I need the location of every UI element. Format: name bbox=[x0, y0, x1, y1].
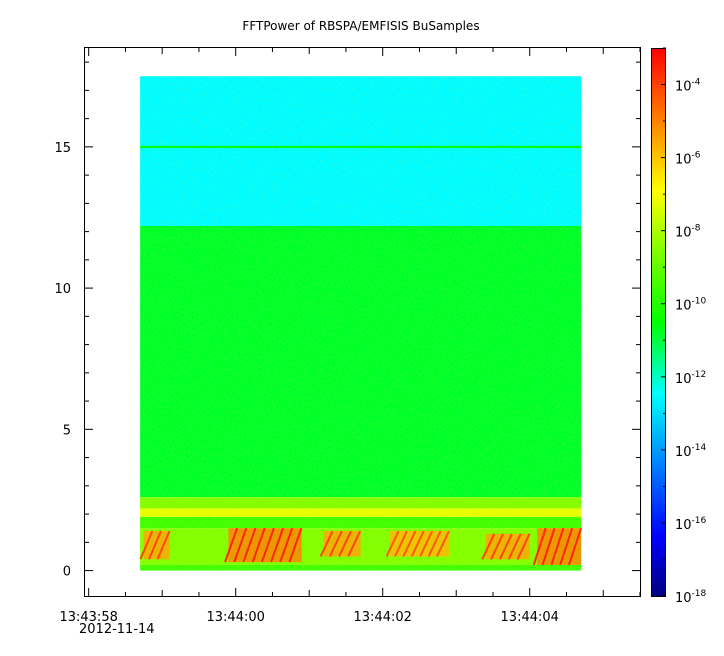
x-tick-label: 13:44:02 bbox=[354, 610, 412, 625]
x-tick-label: 13:44:04 bbox=[501, 610, 559, 625]
y-axis: 0 5 10 15 bbox=[54, 61, 640, 580]
colorbar-tick-label: 10-16 bbox=[675, 516, 707, 533]
colorbar-axis: 10-4 10-6 10-8 10-10 10-12 10-14 10-16 10-18 bbox=[661, 47, 707, 606]
colorbar-tick-label: 10-8 bbox=[675, 224, 701, 241]
y-tick-label: 5 bbox=[63, 423, 71, 438]
colorbar-tick-label: 10-4 bbox=[675, 78, 701, 95]
x-tick-label: 13:44:00 bbox=[207, 610, 265, 625]
x-axis-date-label: 2012-11-14 bbox=[79, 622, 155, 637]
spectrogram-image bbox=[139, 76, 582, 571]
colorbar-tick-label: 10-10 bbox=[675, 297, 707, 314]
colorbar-tick-label: 10-14 bbox=[675, 443, 707, 460]
colorbar-tick-label: 10-12 bbox=[675, 370, 706, 387]
x-axis: 13:43:58 13:44:00 13:44:02 13:44:04 bbox=[59, 48, 641, 625]
x-tick-label: 13:43:58 bbox=[59, 610, 117, 625]
y-tick-label: 10 bbox=[54, 282, 71, 297]
colorbar-tick-label: 10-18 bbox=[675, 589, 707, 606]
chart-title: FFTPower of RBSPA/EMFISIS BuSamples bbox=[242, 19, 479, 33]
spectrogram-texture bbox=[140, 76, 582, 571]
y-tick-label: 15 bbox=[54, 141, 71, 156]
colorbar bbox=[651, 48, 666, 597]
colorbar-tick-label: 10-6 bbox=[675, 151, 701, 168]
y-tick-label: 0 bbox=[63, 565, 71, 580]
